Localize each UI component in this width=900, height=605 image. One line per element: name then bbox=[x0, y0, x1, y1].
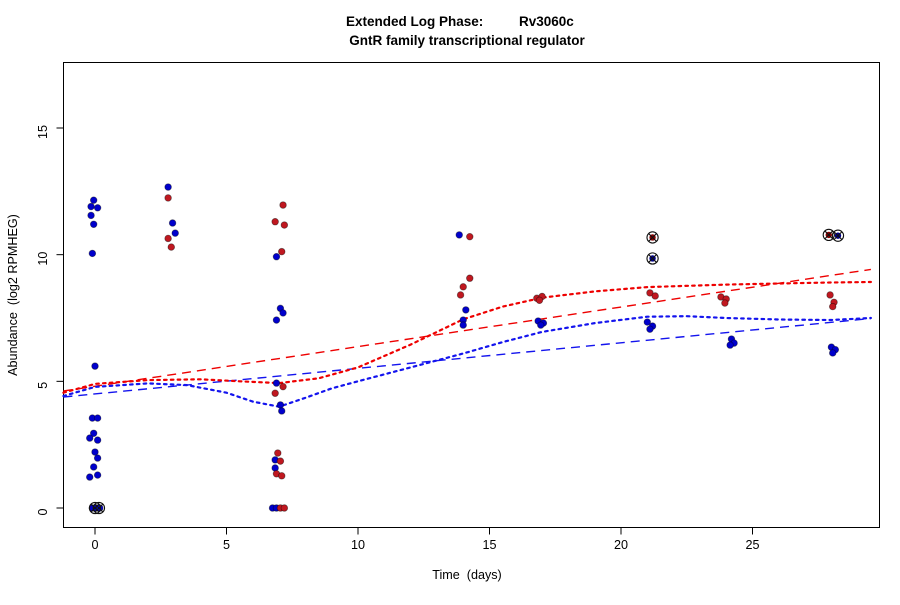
blue-smooth-fit bbox=[62, 315, 873, 408]
flagged-red-samples-mark bbox=[646, 231, 659, 244]
blue-samples-point bbox=[279, 309, 287, 317]
blue-samples-point bbox=[86, 434, 94, 442]
blue-samples-point bbox=[462, 306, 470, 314]
red-samples-point bbox=[274, 449, 282, 457]
blue-samples-point bbox=[89, 463, 98, 471]
flagged-blue-samples-mark bbox=[831, 229, 845, 242]
red-samples-point bbox=[456, 291, 465, 299]
red-samples-point bbox=[164, 194, 172, 202]
red-samples-point bbox=[535, 296, 544, 304]
blue-samples-point bbox=[93, 454, 102, 462]
red-samples-point bbox=[646, 289, 654, 297]
red-samples-point bbox=[280, 221, 289, 229]
blue-samples-point bbox=[89, 429, 98, 437]
red-samples-point bbox=[271, 218, 279, 226]
blue-samples-point bbox=[459, 321, 467, 329]
blue-samples-point bbox=[86, 473, 94, 481]
red-samples-point bbox=[721, 299, 729, 307]
blue-samples-point bbox=[87, 202, 95, 211]
red-samples-point bbox=[278, 247, 286, 256]
blue-samples-point bbox=[276, 401, 285, 409]
red-samples-point bbox=[164, 234, 172, 243]
red-samples-point bbox=[459, 283, 467, 291]
blue-samples-point bbox=[93, 204, 102, 212]
blue-samples-point bbox=[278, 407, 286, 415]
chart-title-gene-id: Rv3060c bbox=[519, 14, 574, 29]
red-samples-point bbox=[167, 243, 175, 251]
red-samples-point bbox=[278, 472, 286, 480]
blue-samples-point bbox=[272, 379, 281, 387]
blue-samples-point bbox=[829, 349, 837, 357]
blue-linear-fit bbox=[63, 317, 871, 398]
x-axis-title: Time (days) bbox=[432, 568, 502, 582]
blue-samples-point bbox=[646, 325, 654, 333]
blue-samples-point bbox=[455, 231, 463, 239]
chart-subtitle-gene-description: GntR family transcriptional regulator bbox=[349, 33, 585, 48]
red-smooth-fit bbox=[62, 280, 873, 394]
flagged-zero-marks-mark bbox=[92, 501, 106, 515]
x-tick-label: 15 bbox=[482, 538, 496, 552]
flagged-blue-samples-mark bbox=[646, 252, 659, 265]
blue-samples-point bbox=[272, 252, 281, 261]
y-tick-label: 15 bbox=[36, 125, 50, 139]
blue-samples-point bbox=[91, 362, 99, 370]
blue-samples-point bbox=[272, 316, 281, 324]
red-samples-point bbox=[276, 457, 285, 465]
red-samples-point bbox=[466, 232, 474, 241]
x-axis: 0 5 10 15 20 25 bbox=[91, 528, 760, 552]
data-points-layer bbox=[86, 183, 840, 512]
plot-border bbox=[63, 62, 880, 528]
trend-lines-layer bbox=[62, 268, 873, 408]
blue-samples-point bbox=[726, 341, 734, 349]
flagged-zero-marks-mark bbox=[88, 501, 102, 515]
blue-samples-point bbox=[643, 318, 651, 326]
y-axis: 0 5 10 15 bbox=[36, 125, 63, 516]
x-tick-label: 0 bbox=[91, 538, 98, 552]
blue-samples-point bbox=[93, 414, 102, 422]
blue-samples-point bbox=[87, 211, 95, 220]
flagged-red-samples-mark bbox=[822, 228, 835, 242]
red-samples-point bbox=[271, 389, 279, 397]
y-axis-title: Abundance (log2 RPMHEG) bbox=[6, 214, 20, 376]
blue-samples-point bbox=[89, 196, 98, 204]
x-tick-label: 25 bbox=[745, 538, 759, 552]
y-tick-label: 0 bbox=[36, 508, 50, 515]
red-samples-point bbox=[829, 302, 837, 311]
blue-samples-point bbox=[93, 471, 102, 479]
blue-samples-point bbox=[168, 219, 177, 227]
red-samples-point bbox=[826, 291, 834, 299]
red-samples-point bbox=[651, 292, 659, 300]
red-samples-point bbox=[279, 201, 287, 209]
blue-samples-point bbox=[91, 448, 99, 456]
blue-samples-point bbox=[537, 321, 545, 329]
chart-title-gene-context: Extended Log Phase: bbox=[346, 14, 483, 29]
blue-samples-point bbox=[93, 436, 102, 444]
red-samples-point bbox=[280, 504, 289, 512]
y-tick-label: 5 bbox=[36, 382, 50, 389]
x-tick-label: 5 bbox=[223, 538, 230, 552]
red-samples-point bbox=[279, 382, 287, 391]
red-linear-fit bbox=[63, 268, 872, 392]
y-tick-label: 10 bbox=[36, 252, 50, 266]
red-samples-point bbox=[466, 274, 474, 282]
blue-samples-point bbox=[171, 229, 179, 237]
blue-samples-point bbox=[89, 220, 98, 228]
blue-samples-point bbox=[88, 249, 97, 258]
blue-samples-point bbox=[164, 183, 172, 191]
x-tick-label: 10 bbox=[351, 538, 365, 552]
x-tick-label: 20 bbox=[614, 538, 628, 552]
flagged-marks-layer bbox=[88, 228, 845, 515]
